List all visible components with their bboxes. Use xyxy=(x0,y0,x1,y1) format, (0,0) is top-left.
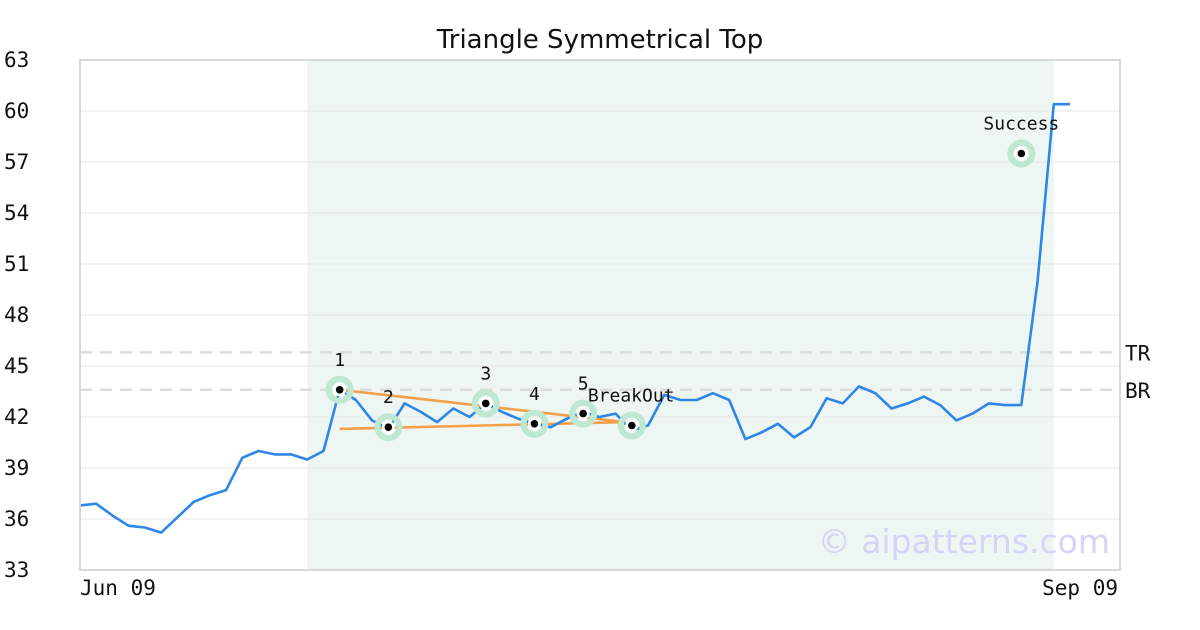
point-halo xyxy=(374,413,403,442)
y-tick-label: 54 xyxy=(4,201,29,225)
y-axis-ticks: 33 36 39 42 45 48 51 54 57 60 63 xyxy=(4,48,29,582)
point-halo xyxy=(617,411,646,440)
point-label: 3 xyxy=(480,363,491,384)
point-halo xyxy=(569,399,598,428)
y-tick-label: 39 xyxy=(4,456,29,480)
y-tick-label: 48 xyxy=(4,303,29,327)
point-label: 2 xyxy=(383,387,394,408)
point-halo xyxy=(520,409,549,438)
watermark: © aipatterns.com xyxy=(818,522,1110,561)
point-label: 4 xyxy=(529,384,540,405)
x-tick-label: Sep 09 xyxy=(1042,576,1118,600)
point-dot xyxy=(1017,149,1026,158)
chart-title: Triangle Symmetrical Top xyxy=(436,25,764,55)
point-halo xyxy=(325,375,354,404)
x-axis-ticks: Jun 09 Sep 09 xyxy=(80,576,1118,600)
reference-line-label: TR xyxy=(1125,341,1151,365)
point-dot xyxy=(628,421,636,430)
y-tick-label: 51 xyxy=(4,252,29,276)
y-tick-label: 42 xyxy=(4,405,29,429)
y-tick-label: 33 xyxy=(4,558,29,582)
pattern-point: 4 xyxy=(520,384,549,438)
y-tick-label: 63 xyxy=(4,48,29,72)
point-label: 1 xyxy=(334,350,345,371)
point-dot xyxy=(384,423,393,432)
pattern-point: 1 xyxy=(325,350,354,404)
point-label: BreakOut xyxy=(588,386,675,407)
y-tick-label: 45 xyxy=(4,354,29,378)
point-halo xyxy=(1007,139,1036,168)
x-tick-label: Jun 09 xyxy=(80,576,156,600)
pattern-point: 3 xyxy=(471,363,500,418)
pattern-point: 5 xyxy=(569,374,598,428)
point-dot xyxy=(481,399,490,408)
y-tick-label: 36 xyxy=(4,507,29,531)
pattern-point: Success xyxy=(983,114,1059,168)
point-label: Success xyxy=(983,114,1059,135)
point-halo xyxy=(471,389,500,418)
point-label: 5 xyxy=(578,374,589,395)
point-dot xyxy=(335,386,344,394)
pattern-point: BreakOut xyxy=(588,386,675,440)
y-tick-label: 57 xyxy=(4,150,29,174)
reference-line-label: BR xyxy=(1125,379,1151,403)
pattern-point: 2 xyxy=(374,387,403,442)
reference-lines: TR BR xyxy=(80,341,1151,403)
point-dot xyxy=(530,420,539,428)
point-dot xyxy=(579,409,587,418)
plot-frame xyxy=(79,59,1121,571)
y-tick-label: 60 xyxy=(4,99,29,123)
